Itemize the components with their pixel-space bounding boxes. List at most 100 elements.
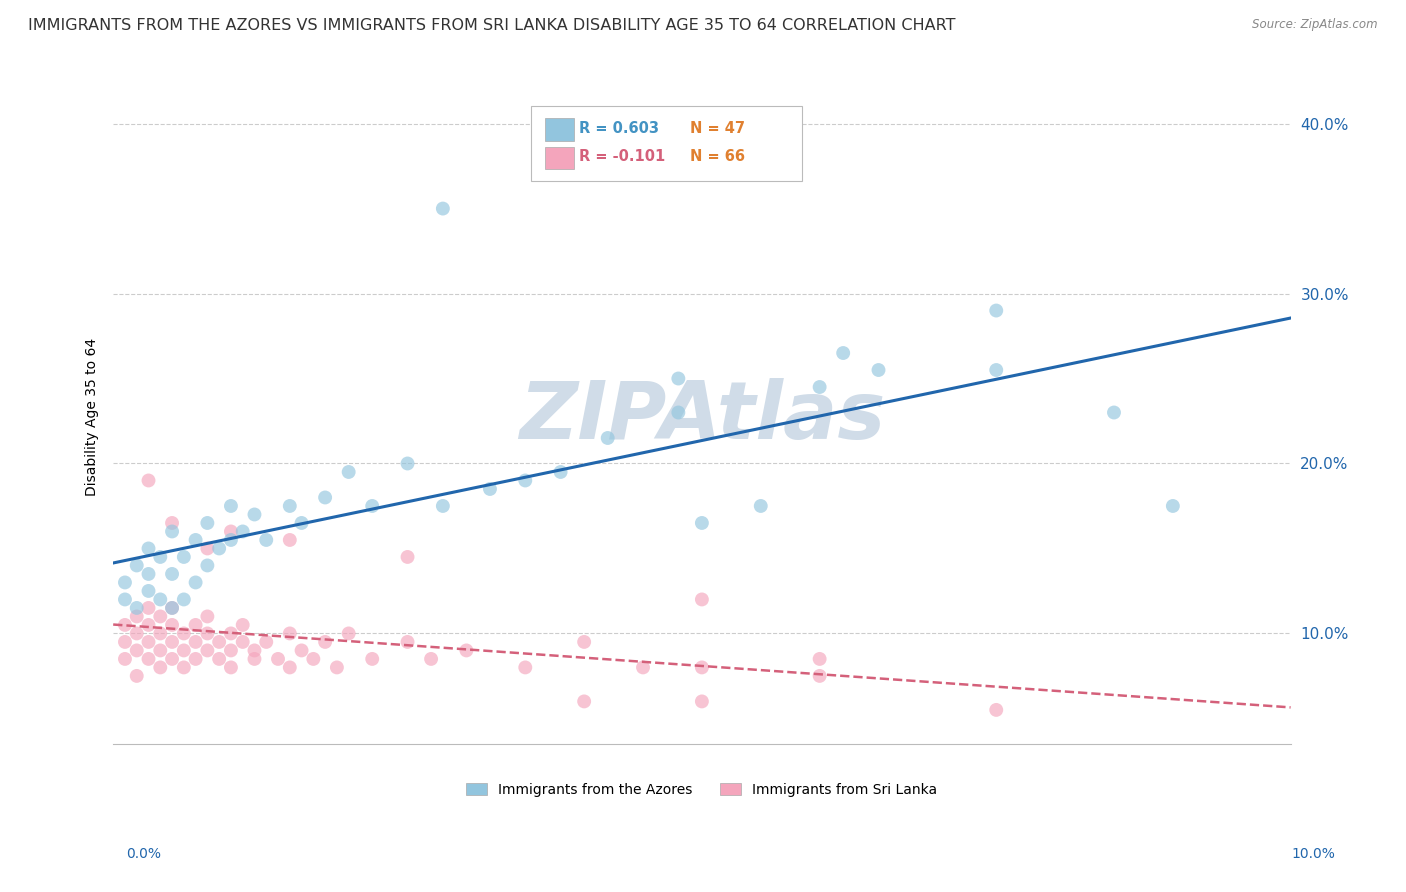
- Point: [337, 465, 360, 479]
- Point: [986, 303, 1008, 318]
- Point: [219, 499, 242, 513]
- Point: [173, 549, 195, 564]
- Point: [195, 609, 218, 624]
- Point: [138, 635, 160, 649]
- Legend: Immigrants from the Azores, Immigrants from Sri Lanka: Immigrants from the Azores, Immigrants f…: [461, 777, 943, 803]
- Point: [690, 516, 713, 530]
- Point: [219, 643, 242, 657]
- Point: [278, 499, 301, 513]
- Point: [125, 609, 148, 624]
- Point: [232, 618, 254, 632]
- Point: [314, 635, 336, 649]
- Point: [243, 643, 266, 657]
- Point: [396, 635, 419, 649]
- Point: [138, 474, 160, 488]
- Point: [868, 363, 890, 377]
- Point: [572, 635, 595, 649]
- Text: N = 66: N = 66: [690, 149, 745, 164]
- Point: [254, 635, 277, 649]
- Point: [232, 524, 254, 539]
- Point: [125, 643, 148, 657]
- Point: [986, 363, 1008, 377]
- Point: [138, 566, 160, 581]
- Point: [337, 626, 360, 640]
- Point: [1102, 405, 1125, 419]
- FancyBboxPatch shape: [546, 146, 574, 169]
- FancyBboxPatch shape: [546, 119, 574, 141]
- Point: [550, 465, 572, 479]
- Point: [986, 703, 1008, 717]
- Point: [173, 592, 195, 607]
- Point: [631, 660, 654, 674]
- Point: [361, 652, 384, 666]
- Point: [173, 643, 195, 657]
- Text: N = 47: N = 47: [690, 120, 745, 136]
- Point: [326, 660, 349, 674]
- Point: [232, 635, 254, 649]
- Point: [160, 652, 183, 666]
- Point: [160, 516, 183, 530]
- Point: [125, 669, 148, 683]
- Point: [160, 635, 183, 649]
- Point: [749, 499, 772, 513]
- Point: [690, 660, 713, 674]
- Text: 10.0%: 10.0%: [1292, 847, 1336, 862]
- Point: [149, 626, 172, 640]
- Point: [125, 601, 148, 615]
- Point: [114, 618, 136, 632]
- Point: [195, 626, 218, 640]
- Text: Source: ZipAtlas.com: Source: ZipAtlas.com: [1253, 18, 1378, 31]
- Point: [314, 491, 336, 505]
- Point: [832, 346, 855, 360]
- Point: [160, 524, 183, 539]
- Point: [160, 601, 183, 615]
- FancyBboxPatch shape: [531, 106, 801, 181]
- Text: IMMIGRANTS FROM THE AZORES VS IMMIGRANTS FROM SRI LANKA DISABILITY AGE 35 TO 64 : IMMIGRANTS FROM THE AZORES VS IMMIGRANTS…: [28, 18, 956, 33]
- Point: [195, 541, 218, 556]
- Point: [808, 669, 831, 683]
- Point: [149, 643, 172, 657]
- Point: [515, 660, 537, 674]
- Point: [138, 618, 160, 632]
- Point: [1161, 499, 1184, 513]
- Point: [184, 618, 207, 632]
- Point: [690, 694, 713, 708]
- Point: [432, 202, 454, 216]
- Point: [184, 635, 207, 649]
- Point: [138, 601, 160, 615]
- Point: [114, 652, 136, 666]
- Point: [267, 652, 290, 666]
- Point: [302, 652, 325, 666]
- Point: [114, 592, 136, 607]
- Point: [173, 626, 195, 640]
- Point: [195, 558, 218, 573]
- Point: [420, 652, 443, 666]
- Point: [278, 626, 301, 640]
- Point: [138, 541, 160, 556]
- Point: [396, 549, 419, 564]
- Point: [208, 635, 231, 649]
- Point: [361, 499, 384, 513]
- Point: [195, 516, 218, 530]
- Point: [254, 533, 277, 547]
- Point: [690, 592, 713, 607]
- Point: [208, 541, 231, 556]
- Point: [184, 652, 207, 666]
- Point: [149, 609, 172, 624]
- Point: [572, 694, 595, 708]
- Point: [808, 652, 831, 666]
- Point: [160, 618, 183, 632]
- Point: [596, 431, 619, 445]
- Point: [184, 575, 207, 590]
- Point: [138, 652, 160, 666]
- Text: R = -0.101: R = -0.101: [579, 149, 665, 164]
- Point: [290, 643, 312, 657]
- Point: [290, 516, 312, 530]
- Point: [184, 533, 207, 547]
- Text: R = 0.603: R = 0.603: [579, 120, 659, 136]
- Point: [114, 635, 136, 649]
- Y-axis label: Disability Age 35 to 64: Disability Age 35 to 64: [86, 338, 100, 496]
- Point: [114, 575, 136, 590]
- Point: [160, 566, 183, 581]
- Point: [160, 601, 183, 615]
